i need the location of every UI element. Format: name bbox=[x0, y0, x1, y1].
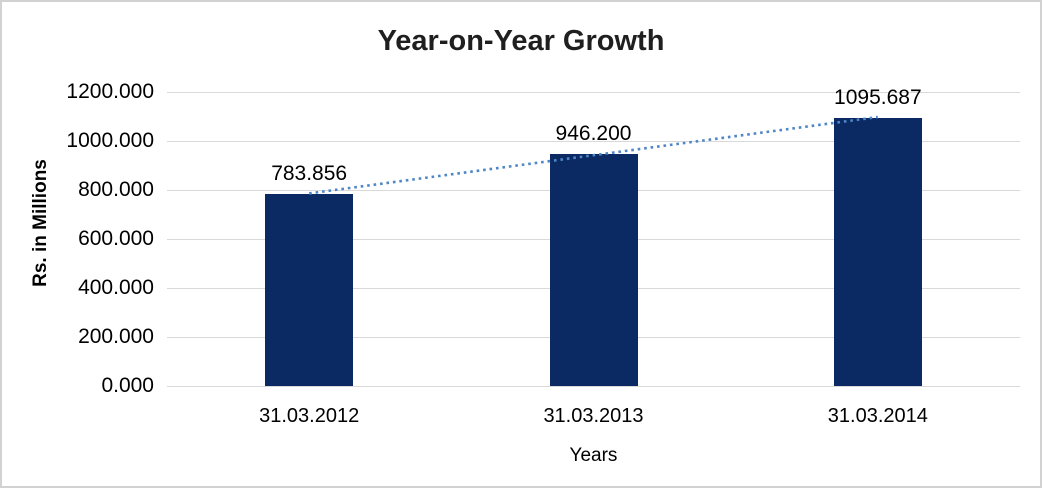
chart-title: Year-on-Year Growth bbox=[377, 25, 665, 57]
gridline bbox=[167, 140, 1020, 142]
y-axis-tick-label: 200.000 bbox=[78, 325, 154, 348]
gridline bbox=[167, 91, 1020, 93]
y-axis-tick-label: 600.000 bbox=[78, 227, 154, 250]
y-axis-tick-label: 800.000 bbox=[78, 178, 154, 201]
x-axis-category-label: 31.03.2014 bbox=[827, 405, 928, 427]
bar bbox=[265, 193, 354, 386]
x-axis-category-label: 31.03.2012 bbox=[259, 405, 360, 427]
y-axis-tick-label: 1000.000 bbox=[66, 129, 154, 152]
gridline bbox=[167, 385, 1020, 387]
x-axis-category-label: 31.03.2013 bbox=[543, 405, 644, 427]
x-axis-title: Years bbox=[569, 445, 618, 466]
bar bbox=[549, 154, 638, 386]
bar bbox=[833, 117, 922, 386]
data-label: 946.200 bbox=[555, 122, 632, 146]
y-axis-tick-label: 400.000 bbox=[78, 276, 154, 299]
data-label: 783.856 bbox=[271, 161, 348, 185]
y-axis-tick-label: 0.000 bbox=[101, 374, 154, 397]
data-label: 1095.687 bbox=[834, 85, 922, 109]
y-axis-tick-label: 1200.000 bbox=[66, 80, 154, 103]
